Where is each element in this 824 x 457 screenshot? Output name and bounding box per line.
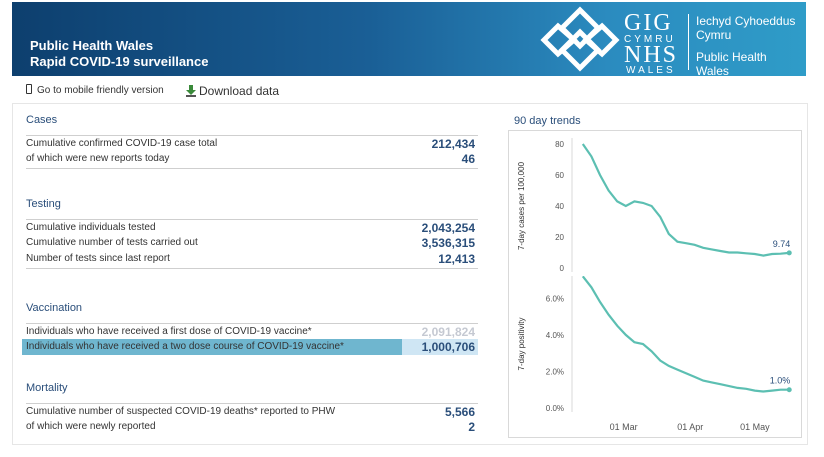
section-title-testing: Testing	[26, 198, 61, 210]
row-label: Cumulative number of tests carried out	[26, 237, 198, 248]
header-banner: Public Health Wales Rapid COVID-19 surve…	[12, 2, 806, 78]
download-icon	[186, 85, 196, 97]
row-value: 2	[468, 420, 475, 434]
y-axis-label: 7-day positivity	[517, 318, 526, 371]
row-value: 5,566	[444, 405, 475, 419]
table-row: of which were new reports today 46	[26, 151, 478, 167]
trends-panel	[508, 130, 802, 438]
row-value: 12,413	[438, 252, 475, 266]
org-name-english: Public Health Wales	[696, 50, 767, 78]
dashboard-panel	[12, 103, 808, 445]
y-tick-label: 40	[555, 202, 564, 211]
row-value: 46	[461, 152, 475, 166]
row-label: Cumulative confirmed COVID-19 case total	[26, 138, 218, 149]
org-welsh-line-2: Cymru	[696, 28, 732, 42]
positivity-trend-chart: 0.0% 2.0% 4.0% 6.0% 7-day positivity 1.0% 01 M…	[517, 276, 792, 432]
x-tick-label: 01 Mar	[610, 422, 638, 432]
section-title-mortality: Mortality	[26, 382, 68, 394]
row-value: 3,536,315	[421, 236, 475, 250]
end-point	[786, 387, 792, 393]
table-row: Cumulative number of tests carried out 3…	[26, 235, 478, 251]
series-line	[581, 143, 790, 257]
page-title: Public Health Wales Rapid COVID-19 surve…	[30, 38, 208, 70]
phone-icon	[26, 84, 32, 94]
row-label: Number of tests since last report	[26, 253, 170, 264]
table-row: Number of tests since last report 12,413	[26, 251, 478, 267]
y-tick-label: 60	[555, 171, 564, 180]
section-title-cases: Cases	[26, 114, 58, 126]
y-tick-label: 6.0%	[546, 294, 564, 303]
org-name-welsh: Iechyd Cyhoeddus Cymru	[696, 14, 795, 42]
table-row: of which were newly reported 2	[26, 419, 478, 435]
row-label: of which were newly reported	[26, 421, 156, 432]
end-value-label: 1.0%	[770, 376, 791, 386]
table-row: Individuals who have received a first do…	[26, 323, 478, 339]
title-line-1: Public Health Wales	[30, 38, 154, 53]
logo-nhs: NHS	[624, 42, 679, 68]
row-label: Cumulative number of suspected COVID-19 …	[26, 406, 336, 417]
row-label: Individuals who have received a two dose…	[26, 341, 344, 352]
download-data-link[interactable]: Download data	[186, 84, 279, 98]
table-row: Cumulative confirmed COVID-19 case total…	[26, 135, 478, 151]
y-tick-label: 0	[560, 264, 565, 273]
org-english-line-2: Wales	[696, 64, 729, 78]
y-tick-label: 80	[555, 140, 564, 149]
y-tick-label: 20	[555, 233, 564, 242]
org-welsh-line-1: Iechyd Cyhoeddus	[696, 14, 796, 28]
row-value: 2,043,254	[421, 221, 475, 235]
end-value-label: 9.74	[773, 239, 791, 249]
logo-cymru: CYMRU	[624, 34, 676, 45]
mobile-version-link[interactable]: Go to mobile friendly version	[26, 84, 164, 96]
logo-wales: WALES	[626, 65, 676, 76]
section-title-vaccination: Vaccination	[26, 302, 83, 314]
x-tick-label: 01 Apr	[677, 422, 703, 432]
row-value: 2,091,824	[421, 325, 475, 339]
y-axis-label: 7-day cases per 100,000	[517, 161, 526, 250]
end-point	[786, 250, 792, 256]
cases-trend-chart: 0 20 40 60 80 7-day cases per 100,000 9.74	[517, 138, 792, 273]
row-highlight-box	[22, 339, 402, 355]
table-row-highlighted[interactable]: Individuals who have received a two dose…	[22, 339, 478, 355]
x-tick-label: 01 May	[740, 422, 770, 432]
table-row: Cumulative number of suspected COVID-19 …	[26, 403, 478, 419]
y-tick-label: 4.0%	[546, 331, 564, 340]
row-value: 212,434	[431, 137, 475, 151]
celtic-knot-logo-icon	[540, 6, 620, 72]
download-data-label: Download data	[199, 84, 280, 98]
org-english-line-1: Public Health	[696, 50, 767, 64]
y-tick-label: 2.0%	[546, 367, 564, 376]
y-tick-label: 0.0%	[546, 404, 564, 413]
row-label: Cumulative individuals tested	[26, 222, 156, 233]
title-line-2: Rapid COVID-19 surveillance	[30, 54, 209, 69]
trends-title: 90 day trends	[514, 115, 581, 127]
row-value: 1,000,706	[421, 340, 475, 354]
series-line	[581, 276, 790, 393]
logo-divider	[688, 14, 689, 70]
logo-gig: GIG	[624, 10, 673, 36]
row-label: Individuals who have received a first do…	[26, 326, 312, 337]
row-label: of which were new reports today	[26, 153, 170, 164]
mobile-version-label: Go to mobile friendly version	[37, 85, 164, 96]
section-divider	[26, 168, 478, 169]
table-row: Cumulative individuals tested 2,043,254	[26, 219, 478, 235]
section-divider	[26, 268, 478, 269]
